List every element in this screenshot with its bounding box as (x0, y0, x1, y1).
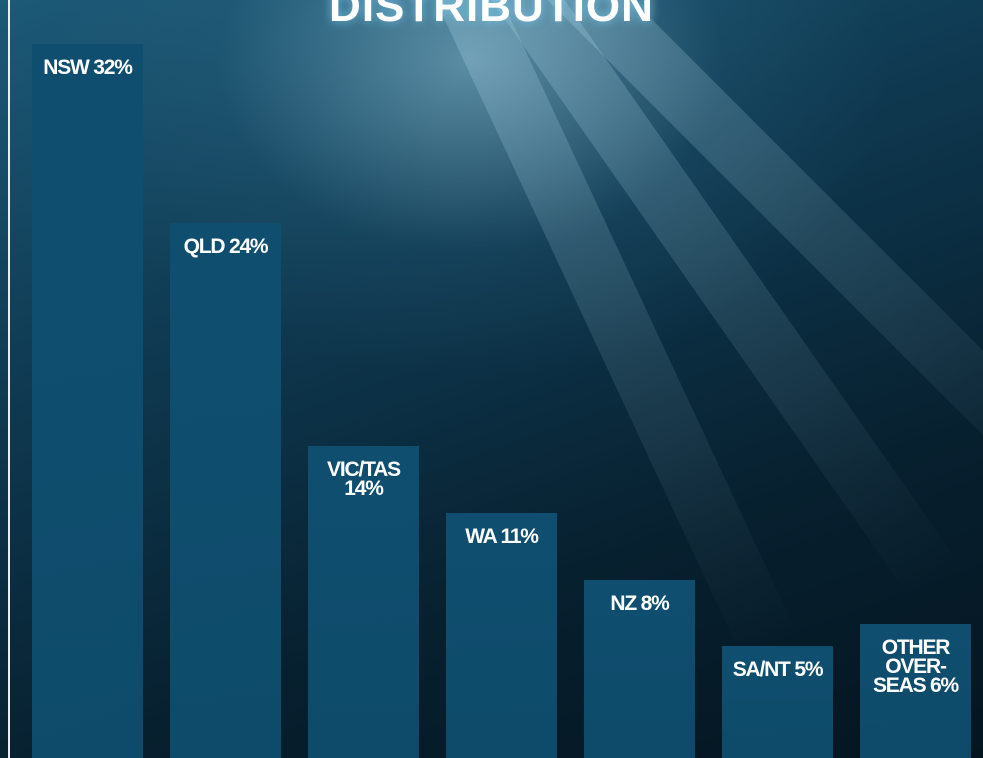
chart-title: DISTRIBUTION (0, 0, 983, 32)
value-label: 6% (930, 674, 958, 697)
value-label: 24% (229, 235, 267, 258)
axis-line (8, 0, 10, 758)
bar: QLD 24% (170, 223, 281, 758)
chart: DISTRIBUTION NSW 32%QLD 24%VIC/TAS 14%WA… (0, 0, 983, 758)
value-label: 14% (344, 477, 382, 500)
value-label: 32% (93, 56, 131, 79)
category-label: QLD (184, 235, 225, 258)
category-label: WA (465, 525, 496, 548)
bar: OTHER OVER-SEAS 6% (860, 624, 971, 758)
value-label: 8% (641, 592, 669, 615)
category-label: NSW (43, 56, 88, 79)
bar: SA/NT 5% (722, 646, 833, 758)
value-label: 5% (794, 658, 822, 681)
bar: NZ 8% (584, 580, 695, 758)
bar: WA 11% (446, 513, 557, 758)
value-label: 11% (501, 525, 538, 548)
category-label: SA/NT (733, 658, 790, 681)
category-label: NZ (610, 592, 636, 615)
bar: VIC/TAS 14% (308, 446, 419, 758)
bar: NSW 32% (32, 44, 143, 758)
